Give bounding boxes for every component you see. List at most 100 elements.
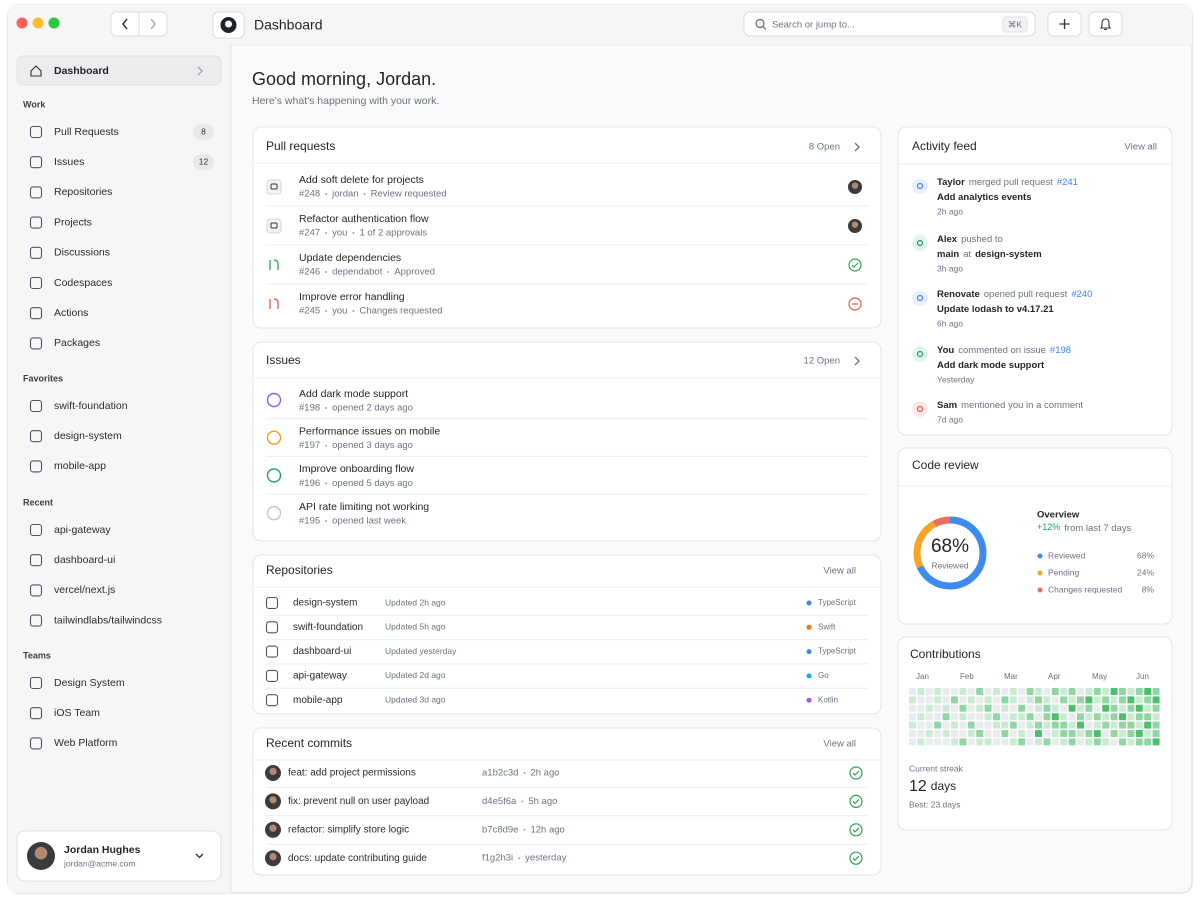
- nav-item[interactable]: [17, 300, 221, 326]
- contribution-cell: [1144, 696, 1152, 704]
- repo-updated: Updated 2d ago: [385, 670, 446, 680]
- contribution-cell: [1043, 721, 1051, 729]
- open-count: 8 Open: [809, 142, 840, 153]
- separator-dot: [325, 193, 328, 195]
- contribution-cell: [959, 730, 967, 737]
- view-all-link[interactable]: View all: [823, 739, 856, 750]
- activity-action: commented on issue: [958, 345, 1046, 356]
- contribution-cell: [984, 704, 992, 712]
- contribution-cell: [993, 738, 1000, 746]
- section-heading: Teams: [23, 650, 51, 660]
- legend-name: Reviewed: [1048, 550, 1086, 560]
- activity-detail: Add analytics events: [937, 192, 1032, 203]
- nav-item[interactable]: [17, 700, 221, 726]
- language-dot: [806, 624, 812, 630]
- contribution-cell: [1152, 704, 1160, 712]
- contribution-cell: [1077, 696, 1084, 704]
- contribution-cell: [1060, 688, 1068, 695]
- nav-item[interactable]: [17, 149, 221, 175]
- pr-title: Improve error handling: [299, 291, 405, 303]
- nav-item[interactable]: [17, 330, 221, 356]
- nav-label: tailwindlabs/tailwindcss: [54, 614, 162, 626]
- contribution-cell: [1110, 713, 1118, 721]
- contribution-cell: [1001, 688, 1009, 695]
- contribution-cell: [1093, 696, 1101, 704]
- contribution-cell: [1051, 704, 1059, 712]
- nav-item-active[interactable]: [16, 55, 222, 86]
- contribution-cell: [925, 704, 933, 712]
- nav-item[interactable]: [17, 453, 221, 479]
- contribution-cell: [1119, 721, 1126, 729]
- contribution-cell: [1026, 696, 1034, 704]
- streak-unit: days: [931, 779, 956, 793]
- nav-item[interactable]: [17, 517, 221, 543]
- nav-item[interactable]: [17, 577, 221, 603]
- legend-dot: [1037, 553, 1043, 559]
- contribution-cell: [1001, 696, 1009, 704]
- contribution-cell: [1085, 721, 1093, 729]
- repo-updated: Updated 3d ago: [385, 694, 446, 704]
- meta-text: opened 2 days ago: [332, 403, 413, 414]
- pr-icon: [266, 179, 282, 195]
- open-count: 12 Open: [804, 356, 840, 367]
- greeting-subtitle: Here's what's happening with your work.: [252, 95, 439, 107]
- activity-time: 3h ago: [937, 263, 963, 273]
- traffic-light[interactable]: [48, 17, 60, 29]
- nav-item[interactable]: [17, 240, 221, 266]
- nav-item[interactable]: [17, 119, 221, 145]
- contribution-cell: [1009, 704, 1017, 712]
- activity-icon: [912, 290, 928, 306]
- search-box[interactable]: [743, 11, 1036, 37]
- activity-action: merged pull request: [969, 177, 1053, 188]
- separator-dot: [325, 271, 328, 273]
- check-mark: [852, 798, 860, 805]
- contribution-cell: [925, 713, 933, 721]
- contribution-cell: [942, 738, 950, 746]
- contribution-cell: [1068, 704, 1076, 712]
- donut-segment: [913, 516, 987, 590]
- issue-title: API rate limiting not working: [299, 501, 429, 513]
- contribution-cell: [959, 713, 967, 721]
- nav-label: Dashboard: [54, 65, 109, 77]
- repo-name: design-system: [293, 598, 357, 609]
- contribution-cell: [1119, 738, 1126, 746]
- repo-updated: Updated 5h ago: [385, 622, 446, 632]
- donut-segment: [913, 516, 987, 590]
- nav-icon: [29, 614, 43, 627]
- contribution-cell: [1068, 738, 1076, 746]
- nav-item[interactable]: [17, 210, 221, 236]
- contribution-cell: [951, 730, 958, 737]
- nav-icon: [29, 707, 43, 720]
- view-all-link[interactable]: View all: [823, 566, 856, 577]
- contribution-cell: [1085, 738, 1093, 746]
- contribution-cell: [1135, 713, 1143, 721]
- contribution-cell: [1102, 696, 1110, 704]
- contribution-cell: [1009, 730, 1017, 737]
- notifications-button[interactable]: [1088, 11, 1123, 37]
- contribution-cell: [959, 738, 967, 746]
- traffic-light[interactable]: [32, 17, 44, 29]
- nav-label: api-gateway: [54, 524, 111, 536]
- contribution-cell: [967, 721, 975, 729]
- contribution-cell: [1127, 738, 1135, 746]
- nav-item[interactable]: [17, 270, 221, 296]
- contribution-cell: [1026, 704, 1034, 712]
- contribution-cell: [1043, 696, 1051, 704]
- view-all-link[interactable]: View all: [1124, 142, 1157, 153]
- nav-item[interactable]: [17, 730, 221, 756]
- contribution-cell: [1077, 738, 1084, 746]
- traffic-light[interactable]: [16, 17, 28, 29]
- forward-arrow: [150, 18, 156, 30]
- user-card[interactable]: [16, 830, 222, 882]
- contribution-cell: [1043, 713, 1051, 721]
- nav-icon: [265, 596, 279, 610]
- contribution-cell: [1110, 730, 1118, 737]
- avatar-face: [851, 221, 859, 228]
- contribution-cell: [925, 730, 933, 737]
- nav-item[interactable]: [17, 179, 221, 205]
- nav-item[interactable]: [17, 547, 221, 573]
- activity-icon: [912, 178, 928, 194]
- contribution-cell: [1035, 721, 1042, 729]
- nav-icon: [29, 460, 43, 473]
